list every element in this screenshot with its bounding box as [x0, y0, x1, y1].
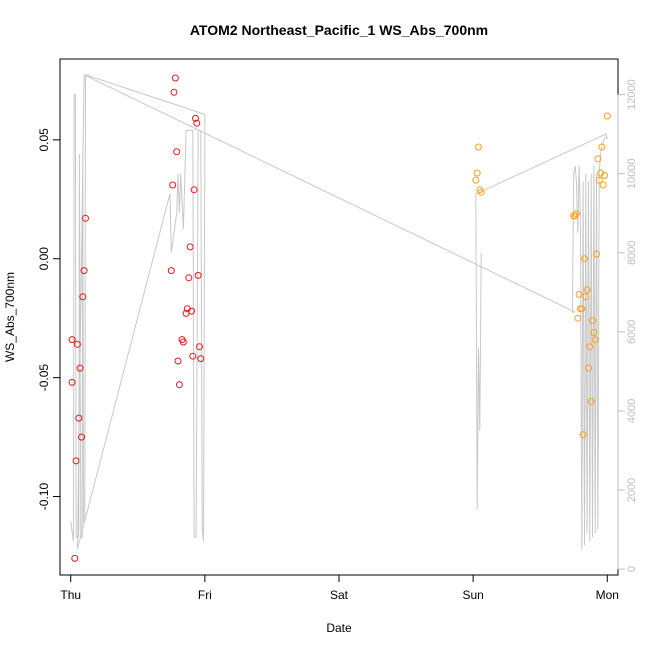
data-point-orange-7: [572, 210, 580, 218]
data-point-orange-22: [593, 250, 600, 258]
y-tick-label: 0.00: [37, 247, 51, 271]
data-point-orange-23: [594, 155, 602, 163]
chart-title: ATOM2 Northeast_Pacific_1 WS_Abs_700nm: [190, 22, 488, 38]
altitude-line: [70, 74, 609, 550]
data-point-orange-13: [581, 255, 588, 263]
data-point-red-9: [80, 267, 88, 275]
data-point-red-3: [72, 457, 80, 465]
data-point-red-28: [193, 119, 201, 127]
x-tick-label: Sat: [330, 588, 349, 602]
x-axis-label: Date: [326, 621, 352, 635]
data-point-red-16: [174, 357, 182, 365]
data-point-orange-14: [582, 293, 590, 301]
data-point-red-14: [171, 74, 179, 82]
data-point-red-5: [75, 414, 83, 422]
data-point-red-31: [197, 355, 205, 363]
x-tick-label: Thu: [60, 588, 81, 602]
data-point-orange-12: [579, 431, 587, 439]
data-point-orange-11: [578, 305, 586, 313]
data-point-red-1: [68, 336, 76, 344]
data-point-red-19: [179, 338, 187, 346]
data-point-orange-29: [603, 112, 611, 120]
data-point-red-12: [169, 181, 177, 189]
data-point-orange-8: [574, 314, 582, 322]
data-point-orange-9: [575, 290, 583, 298]
data-point-orange-17: [586, 343, 594, 351]
data-point-red-7: [78, 433, 85, 441]
data-point-orange-18: [587, 397, 595, 405]
data-point-orange-20: [590, 329, 598, 336]
y2-tick-label: 12000: [626, 79, 638, 110]
data-point-red-29: [194, 271, 202, 279]
data-point-red-11: [167, 267, 175, 275]
data-point-red-0: [68, 378, 76, 386]
data-point-red-27: [192, 114, 199, 122]
data-point-orange-21: [591, 336, 599, 344]
data-point-red-25: [189, 352, 197, 360]
data-point-red-26: [190, 186, 198, 194]
data-point-orange-16: [585, 364, 592, 372]
data-point-orange-2: [475, 143, 482, 151]
data-point-red-30: [196, 343, 203, 351]
y2-tick-label: 6000: [626, 320, 638, 344]
y2-tick-label: 8000: [626, 241, 638, 265]
data-point-red-6: [76, 364, 84, 372]
x-tick-label: Fri: [198, 588, 212, 602]
data-point-red-10: [82, 214, 89, 222]
data-point-red-8: [79, 293, 87, 301]
data-point-red-15: [173, 148, 181, 156]
y-tick-label: 0.05: [37, 128, 51, 152]
data-point-red-2: [71, 554, 79, 562]
data-point-red-13: [170, 88, 178, 96]
data-point-orange-28: [601, 172, 609, 179]
y2-tick-label: 2000: [626, 478, 638, 502]
data-point-orange-15: [583, 286, 591, 294]
data-point-orange-27: [599, 181, 607, 189]
y2-tick-label: 4000: [626, 399, 638, 423]
data-point-orange-0: [472, 176, 480, 184]
data-point-red-17: [175, 381, 183, 389]
y-tick-label: -0.10: [37, 483, 51, 511]
y2-tick-label: 0: [626, 566, 638, 572]
y-tick-label: -0.05: [37, 364, 51, 392]
x-tick-label: Sun: [462, 588, 483, 602]
data-point-red-4: [73, 340, 81, 348]
data-point-red-22: [185, 274, 193, 282]
data-point-orange-19: [589, 317, 596, 325]
data-point-red-24: [188, 307, 195, 315]
points-layer: [68, 74, 611, 562]
x-tick-label: Mon: [596, 588, 619, 602]
data-point-orange-26: [598, 143, 606, 151]
data-point-orange-4: [477, 188, 485, 196]
data-point-orange-24: [595, 176, 603, 184]
y-axis-label: WS_Abs_700nm: [3, 272, 17, 362]
y2-tick-label: 10000: [626, 158, 638, 189]
data-point-red-23: [186, 243, 194, 251]
axes-layer: Thu Fri Sat Sun Mon 0.05 0.00 -0.05 -0.10 0 2000 40…: [37, 58, 638, 602]
data-point-orange-1: [473, 169, 481, 177]
altitude-layer: [70, 74, 609, 550]
